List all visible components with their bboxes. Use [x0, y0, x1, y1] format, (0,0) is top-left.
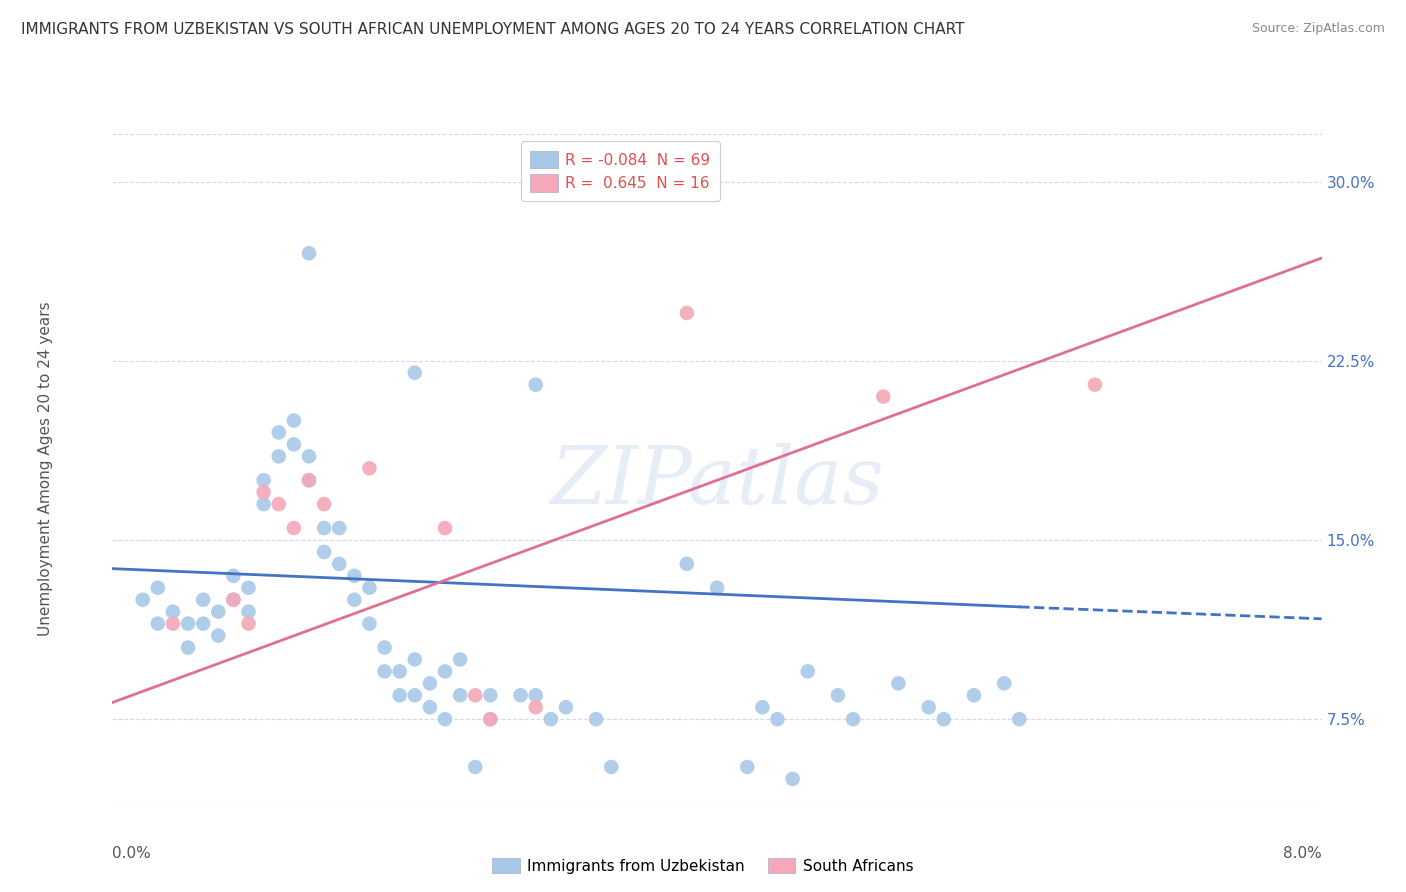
Point — [146, 616, 169, 631]
Point — [343, 592, 366, 607]
Point — [449, 652, 471, 666]
Point — [146, 581, 169, 595]
Point — [524, 377, 547, 392]
Point — [737, 760, 759, 774]
Point — [207, 629, 229, 643]
Point — [433, 712, 456, 726]
Text: 8.0%: 8.0% — [1282, 846, 1322, 861]
Point — [404, 652, 426, 666]
Point — [479, 712, 502, 726]
Point — [267, 497, 290, 511]
Point — [328, 521, 350, 535]
Point — [842, 712, 865, 726]
Point — [887, 676, 910, 690]
Point — [419, 676, 441, 690]
Point — [675, 306, 697, 320]
Point — [388, 688, 411, 702]
Point — [963, 688, 986, 702]
Point — [449, 688, 471, 702]
Point — [388, 665, 411, 679]
Point — [932, 712, 955, 726]
Point — [312, 497, 335, 511]
Point — [298, 450, 321, 464]
Point — [238, 616, 260, 631]
Point — [253, 485, 276, 500]
Legend: Immigrants from Uzbekistan, South Africans: Immigrants from Uzbekistan, South Africa… — [486, 852, 920, 880]
Point — [328, 557, 350, 571]
Point — [540, 712, 562, 726]
Point — [419, 700, 441, 714]
Point — [132, 592, 155, 607]
Point — [827, 688, 849, 702]
Point — [312, 521, 335, 535]
Point — [283, 413, 305, 427]
Point — [993, 676, 1015, 690]
Point — [1008, 712, 1031, 726]
Point — [464, 688, 486, 702]
Point — [373, 640, 396, 655]
Point — [162, 616, 184, 631]
Point — [191, 616, 215, 631]
Point — [433, 665, 456, 679]
Point — [298, 473, 321, 487]
Point — [917, 700, 939, 714]
Point — [343, 569, 366, 583]
Point — [359, 616, 381, 631]
Point — [191, 592, 215, 607]
Point — [283, 521, 305, 535]
Point — [298, 473, 321, 487]
Point — [1084, 377, 1107, 392]
Text: ZIPatlas: ZIPatlas — [550, 443, 884, 520]
Point — [554, 700, 576, 714]
Point — [872, 390, 894, 404]
Point — [433, 521, 456, 535]
Point — [238, 581, 260, 595]
Point — [524, 700, 547, 714]
Text: 0.0%: 0.0% — [112, 846, 152, 861]
Point — [766, 712, 789, 726]
Point — [404, 366, 426, 380]
Point — [222, 592, 245, 607]
Point — [464, 760, 486, 774]
Point — [253, 497, 276, 511]
Point — [267, 425, 290, 440]
Point — [222, 592, 245, 607]
Text: Source: ZipAtlas.com: Source: ZipAtlas.com — [1251, 22, 1385, 36]
Point — [524, 688, 547, 702]
Point — [177, 640, 200, 655]
Point — [207, 605, 229, 619]
Point — [359, 461, 381, 475]
Point — [162, 605, 184, 619]
Point — [253, 473, 276, 487]
Point — [222, 569, 245, 583]
Point — [675, 557, 697, 571]
Point — [479, 712, 502, 726]
Point — [782, 772, 804, 786]
Legend: R = -0.084  N = 69, R =  0.645  N = 16: R = -0.084 N = 69, R = 0.645 N = 16 — [522, 142, 720, 202]
Text: IMMIGRANTS FROM UZBEKISTAN VS SOUTH AFRICAN UNEMPLOYMENT AMONG AGES 20 TO 24 YEA: IMMIGRANTS FROM UZBEKISTAN VS SOUTH AFRI… — [21, 22, 965, 37]
Point — [404, 688, 426, 702]
Point — [177, 616, 200, 631]
Point — [312, 545, 335, 559]
Point — [509, 688, 531, 702]
Point — [585, 712, 607, 726]
Point — [751, 700, 773, 714]
Point — [283, 437, 305, 451]
Text: Unemployment Among Ages 20 to 24 years: Unemployment Among Ages 20 to 24 years — [38, 301, 53, 636]
Point — [796, 665, 818, 679]
Point — [479, 688, 502, 702]
Point — [373, 665, 396, 679]
Point — [298, 246, 321, 260]
Point — [238, 605, 260, 619]
Point — [706, 581, 728, 595]
Point — [359, 581, 381, 595]
Point — [267, 450, 290, 464]
Point — [600, 760, 623, 774]
